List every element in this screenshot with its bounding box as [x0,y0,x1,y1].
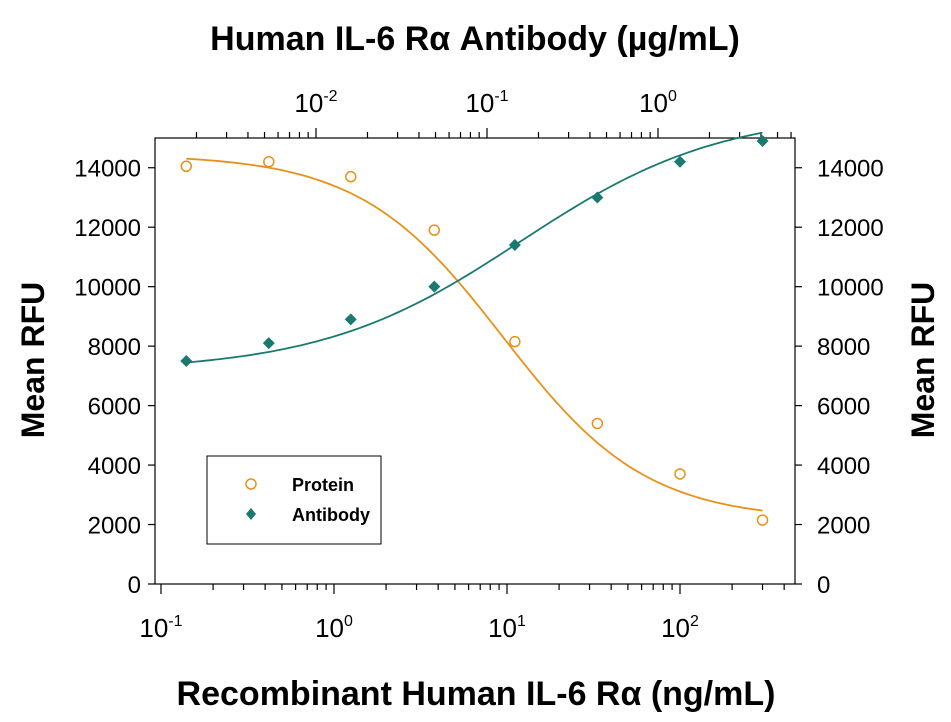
y-tick-label-right: 6000 [817,394,870,421]
protein-data-point [428,224,441,236]
y-tick-label-left: 14000 [74,156,141,183]
x-bottom-tick-label: 102 [661,613,699,643]
protein-data-point [756,514,769,526]
y-tick-label-left: 4000 [88,453,141,480]
protein-data-point [509,335,521,348]
left-axis-title: Mean RFU [15,282,51,438]
y-tick-label-right: 10000 [817,275,884,302]
plot-frame [154,137,796,585]
y-tick-label-right: 2000 [817,513,870,540]
antibody-data-point [262,337,275,350]
y-tick-label-left: 10000 [74,275,141,302]
legend-protein-marker [245,478,257,490]
legend-box [206,455,382,545]
antibody-data-point [508,239,521,252]
y-tick-label-left: 2000 [88,513,141,540]
top-axis-title: Human IL-6 Rα Antibody (µg/mL) [210,20,740,58]
y-tick-label-left: 0 [128,572,141,599]
x-bottom-tick-label: 10-1 [139,613,182,643]
y-tick-label-right: 8000 [817,334,870,361]
y-tick-label-right: 4000 [817,453,870,480]
protein-data-point [345,170,357,183]
y-tick-label-right: 0 [817,572,830,599]
bottom-axis-title: Recombinant Human IL-6 Rα (ng/mL) [177,675,776,713]
protein-data-point [591,417,604,430]
antibody-data-point [344,313,357,326]
y-tick-label-right: 12000 [817,215,884,242]
x-bottom-tick-label: 100 [315,613,353,643]
y-tick-label-right: 14000 [817,156,884,183]
y-tick-label-left: 12000 [74,215,141,242]
protein-data-point [180,160,193,172]
antibody-data-point [674,155,686,168]
legend-antibody-label: Antibody [292,505,370,525]
antibody-data-point [756,134,769,147]
antibody-fit-curve [186,131,763,364]
protein-fit-curve [186,157,763,512]
protein-data-point [263,156,275,168]
antibody-data-point [180,355,193,367]
right-axis-title: Mean RFU [905,282,941,438]
legend-antibody-marker [246,508,256,520]
x-top-tick-label: 10-1 [465,88,508,118]
antibody-data-point [591,191,604,204]
legend: Protein Antibody [206,455,382,545]
legend-protein-label: Protein [292,475,354,495]
x-top-tick-label: 100 [639,88,677,118]
y-tick-label-left: 6000 [88,394,141,421]
y-tick-label-left: 8000 [88,334,141,361]
antibody-data-point [428,280,441,293]
x-top-tick-label: 10-2 [294,88,337,118]
x-bottom-tick-label: 101 [488,613,526,643]
protein-data-point [674,468,686,480]
